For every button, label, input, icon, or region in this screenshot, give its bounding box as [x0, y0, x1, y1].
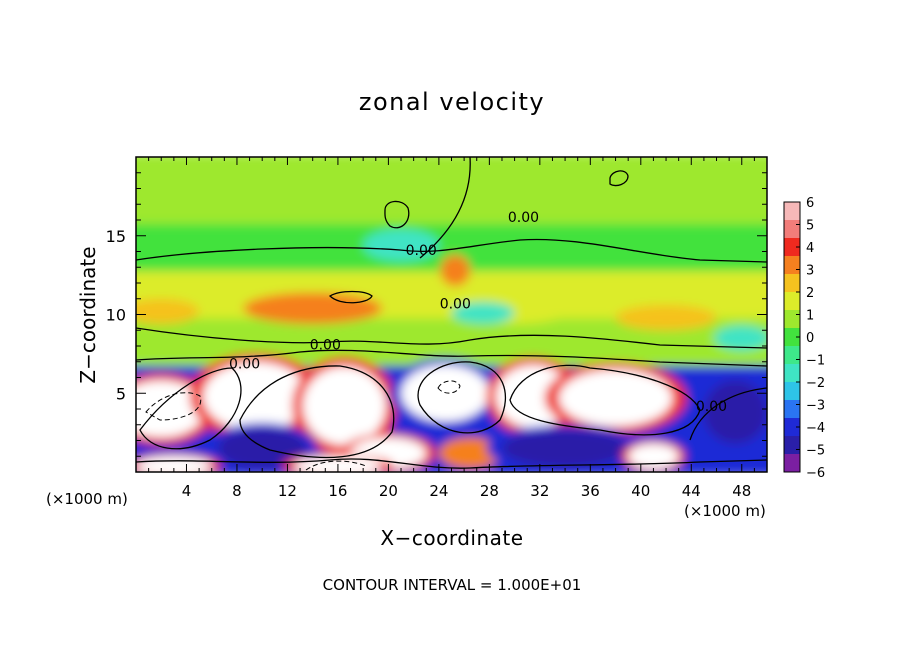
- x-tick-label-7: 32: [530, 482, 549, 500]
- x-axis-label: X−coordinate: [380, 526, 524, 550]
- contour-line-red-lobe-right: [509, 364, 701, 436]
- colorbar-swatch-10: [784, 382, 800, 401]
- contour-line-top: [419, 157, 471, 259]
- field-cell-23: [501, 429, 629, 468]
- field-cell-15: [302, 366, 386, 446]
- contour-interval-note: CONTOUR INTERVAL = 1.000E+01: [322, 576, 582, 594]
- field-cell-9: [363, 229, 439, 261]
- colorbar-swatch-5: [784, 292, 800, 311]
- contour-line-red-lobe-left: [139, 367, 242, 450]
- colorbar-swatch-9: [784, 364, 800, 383]
- colorbar-label-0: 6: [806, 196, 814, 211]
- contour-line-red-lobe-mid: [239, 365, 395, 459]
- colorbar-label-12: −6: [806, 466, 825, 481]
- x-tick-label-6: 28: [480, 482, 499, 500]
- colorbar-swatch-0: [784, 202, 800, 221]
- x-unit-right: (×1000 m): [684, 502, 766, 520]
- x-tick-label-10: 44: [682, 482, 701, 500]
- chart-title: zonal velocity: [358, 88, 546, 116]
- x-tick-label-3: 16: [328, 482, 347, 500]
- x-tick-label-9: 40: [631, 482, 650, 500]
- contour-label-5: 0.00: [696, 399, 727, 415]
- colorbar-label-7: −1: [806, 354, 825, 369]
- x-tick-label-5: 24: [429, 482, 448, 500]
- field-cell-11: [451, 301, 515, 324]
- colorbar-label-11: −5: [806, 444, 825, 459]
- dashed-contour-left: [145, 392, 202, 421]
- x-tick-label-4: 20: [379, 482, 398, 500]
- colorbar-label-10: −4: [806, 421, 825, 436]
- contour-label-2: 0.00: [440, 296, 471, 312]
- field-cell-16: [401, 364, 490, 422]
- contour-line-upper: [136, 238, 767, 263]
- field-cell-5: [243, 292, 383, 324]
- y-tick-label-0: 5: [116, 384, 126, 403]
- colorbar-swatch-4: [784, 274, 800, 293]
- field-cell-13: [136, 380, 206, 438]
- contour-label-0: 0.00: [406, 243, 437, 259]
- contour-line-blue-lobe: [417, 361, 507, 434]
- field-cell-25: [136, 456, 212, 472]
- colorbar-swatch-8: [784, 346, 800, 365]
- colorbar: 6 5 4 3 2 1 0 −1 −2 −3 −4 −5 −6: [783, 196, 825, 481]
- colorbar-swatch-7: [784, 328, 800, 347]
- dashed-contour-blue: [437, 380, 461, 394]
- contour-label-4: 0.00: [229, 356, 260, 372]
- contour-line-lower-ridge: [136, 349, 767, 367]
- colorbar-label-2: 4: [806, 241, 814, 256]
- x-tick-label-11: 48: [732, 482, 751, 500]
- x-tick-label-0: 4: [182, 482, 192, 500]
- colorbar-label-4: 2: [806, 286, 814, 301]
- contour-label-3: 0.00: [310, 337, 341, 353]
- y-tick-label-1: 10: [106, 306, 126, 325]
- colorbar-label-1: 5: [806, 219, 814, 234]
- colorbar-swatch-11: [784, 400, 800, 419]
- y-tick-label-2: 15: [106, 227, 126, 246]
- contour-line-small-1: [384, 200, 410, 229]
- field-cell-12: [714, 325, 767, 351]
- x-unit-left: (×1000 m): [46, 490, 128, 508]
- contour-line-small-3: [328, 290, 373, 304]
- colorbar-swatch-2: [784, 238, 800, 257]
- field-band-0: [136, 157, 767, 232]
- colorbar-label-3: 3: [806, 264, 814, 279]
- colorbar-swatch-1: [784, 220, 800, 239]
- field-cell-19: [703, 380, 767, 444]
- contour-label-1: 0.00: [508, 210, 539, 226]
- colorbar-swatch-3: [784, 256, 800, 275]
- colorbar-label-5: 1: [806, 309, 814, 324]
- field-cell-8: [136, 298, 200, 324]
- x-tick-label-2: 12: [278, 482, 297, 500]
- colorbar-swatch-6: [784, 310, 800, 329]
- field-cell-20: [218, 427, 307, 469]
- zero-contour-lines: [136, 157, 767, 469]
- colorbar-swatch-14: [784, 454, 800, 473]
- contour-line-midlevel: [136, 327, 767, 349]
- field-cell-18: [558, 369, 673, 427]
- negative-contours: [145, 380, 461, 471]
- x-tick-label-1: 8: [232, 482, 242, 500]
- contour-line-right-cell: [689, 387, 767, 441]
- field-cell-24: [628, 443, 679, 469]
- x-tick-label-8: 36: [581, 482, 600, 500]
- contour-line-bottom: [136, 458, 767, 469]
- contour-labels: 0.00 0.00 0.00 0.00 0.00 0.00: [229, 210, 727, 415]
- y-axis-label: Z−coordinate: [76, 246, 100, 384]
- colorbar-swatch-13: [784, 436, 800, 455]
- contour-line-small-2: [609, 170, 629, 187]
- colorbar-swatch-12: [784, 418, 800, 437]
- field-cell-22: [438, 437, 502, 469]
- colorbar-label-9: −3: [806, 399, 825, 414]
- dashed-contour-bottom: [305, 460, 367, 471]
- colorbar-label-6: 0: [806, 331, 814, 346]
- field-cell-10: [440, 254, 471, 287]
- field-cell-7: [615, 305, 717, 331]
- colorbar-label-8: −2: [806, 376, 825, 391]
